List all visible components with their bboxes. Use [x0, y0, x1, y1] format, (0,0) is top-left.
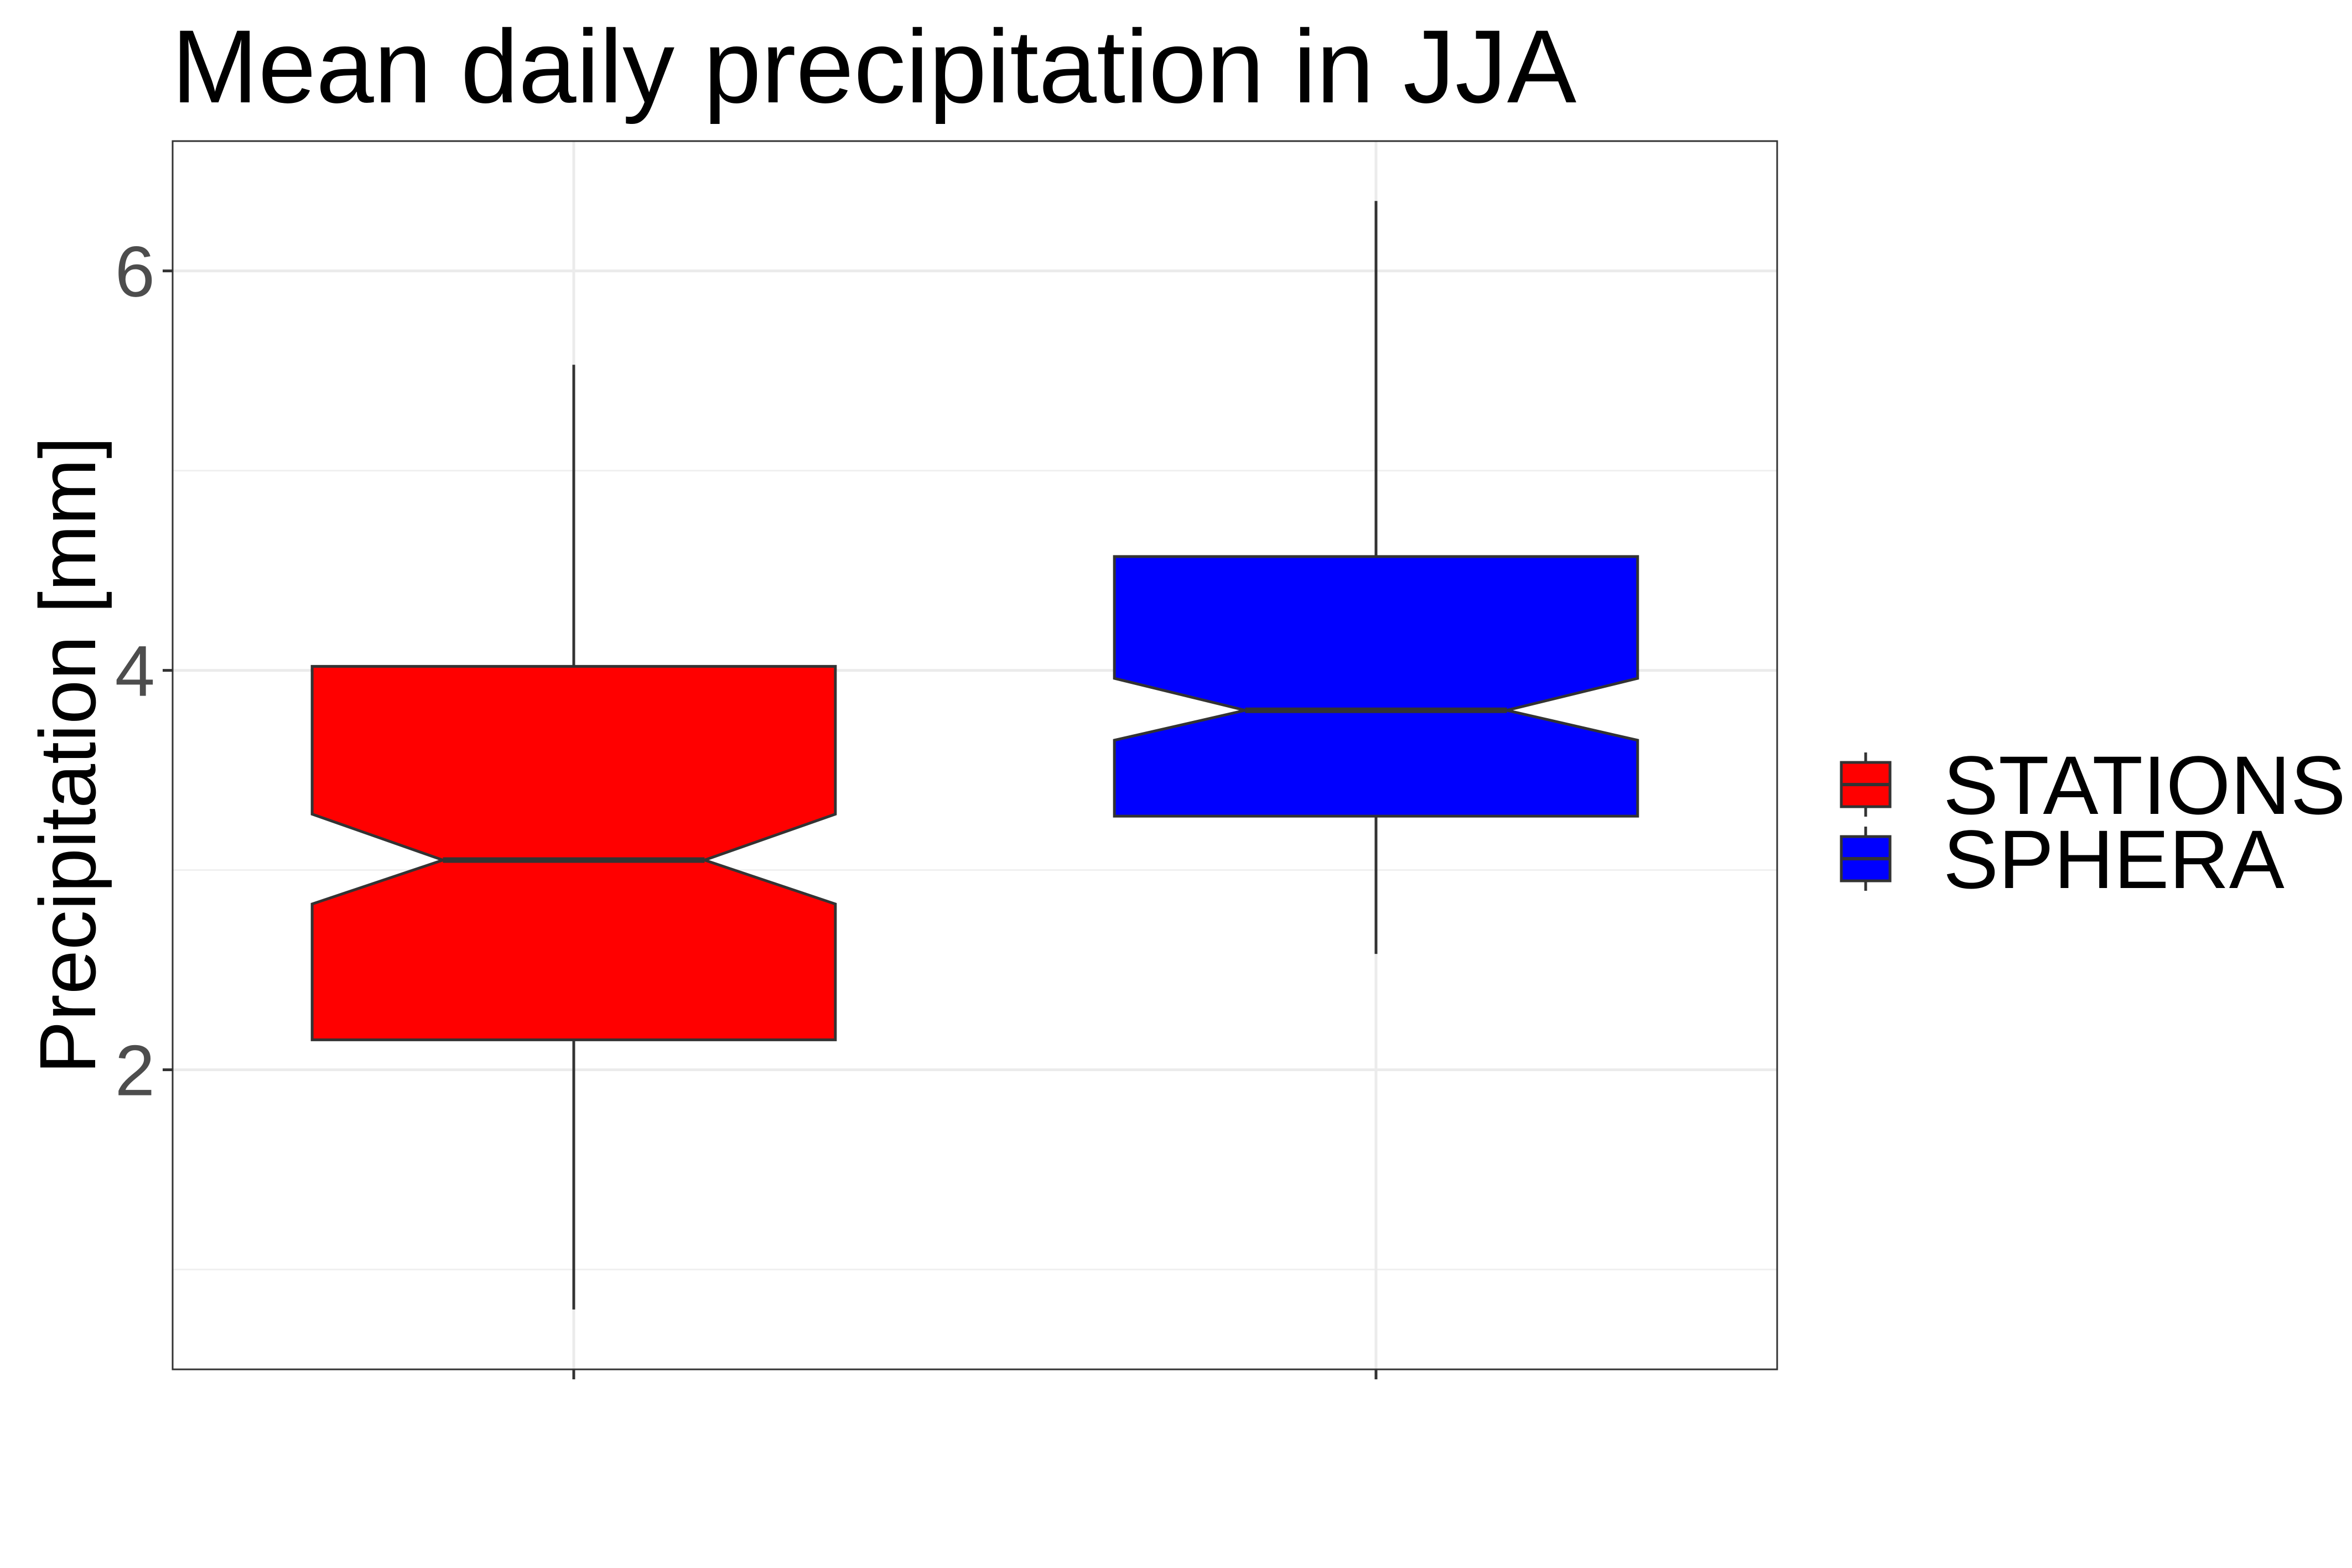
- legend-label: SPHERA: [1943, 813, 2284, 906]
- box-sphera: [1113, 201, 1639, 954]
- notched-box: [1113, 555, 1639, 818]
- y-tick-label: 4: [115, 631, 155, 712]
- legend-item-sphera: SPHERA: [1840, 813, 2284, 906]
- legend-label: STATIONS: [1943, 739, 2346, 832]
- plot-panel-border: [172, 140, 1778, 1370]
- y-axis-title: Precipitation [mm]: [23, 437, 112, 1074]
- box-stations: [310, 365, 837, 1310]
- boxes: [310, 201, 1639, 1310]
- legend-item-stations: STATIONS: [1840, 739, 2346, 832]
- y-tick-label: 6: [115, 231, 155, 312]
- notched-box: [310, 664, 837, 1041]
- axes: 2 4 6: [115, 231, 1378, 1379]
- y-tick-label: 2: [115, 1030, 155, 1111]
- chart-title: Mean daily precipitation in JJA: [172, 8, 1577, 124]
